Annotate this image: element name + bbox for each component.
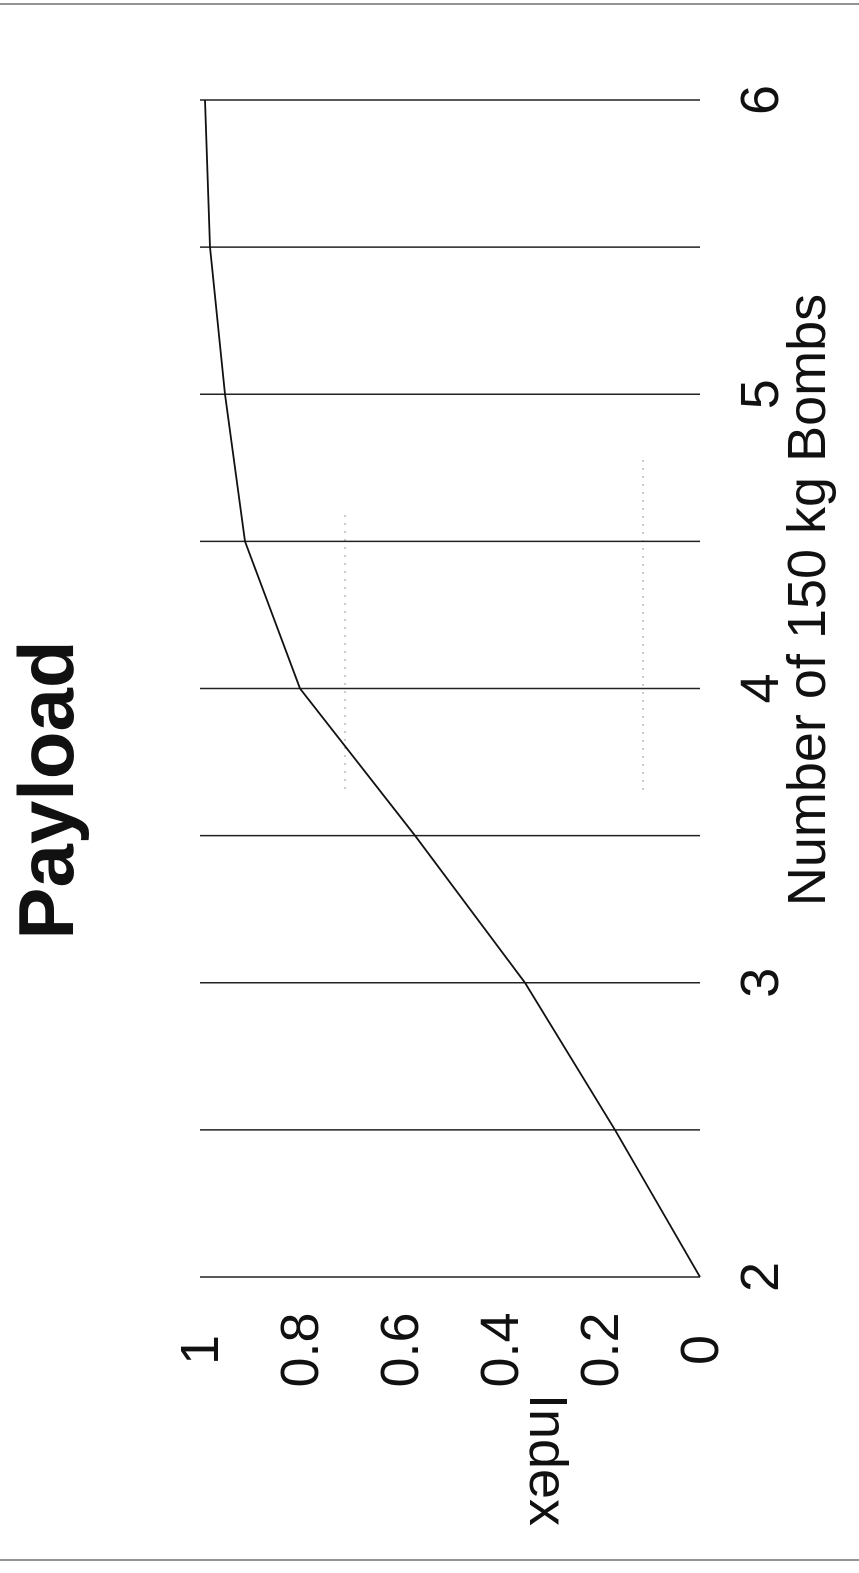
y-tick-labels: 0 0.2 0.4 0.6 0.8 1 — [170, 1312, 730, 1387]
y-axis-label: Index — [518, 1394, 578, 1526]
y-tick-label: 0.2 — [570, 1312, 630, 1387]
series-line — [204, 99, 701, 1278]
x-tick-label: 3 — [730, 968, 790, 998]
x-tick-labels: 2 3 4 5 6 — [730, 85, 790, 1292]
chart-title: Payload — [2, 640, 90, 939]
x-tick-label: 5 — [730, 379, 790, 409]
y-tick-label: 1 — [170, 1335, 230, 1365]
y-tick-label: 0.6 — [370, 1312, 430, 1387]
x-axis-label: Number of 150 kg Bombs — [777, 294, 837, 906]
y-tick-label: 0 — [670, 1335, 730, 1365]
x-tick-label: 6 — [730, 85, 790, 115]
x-tick-label: 2 — [730, 1262, 790, 1292]
y-tick-label: 0.8 — [270, 1312, 330, 1387]
x-tick-label: 4 — [730, 673, 790, 703]
series-group — [204, 99, 701, 1278]
grid-lines — [200, 99, 700, 1278]
dotted-grid — [344, 460, 644, 790]
y-tick-label: 0.4 — [470, 1312, 530, 1387]
